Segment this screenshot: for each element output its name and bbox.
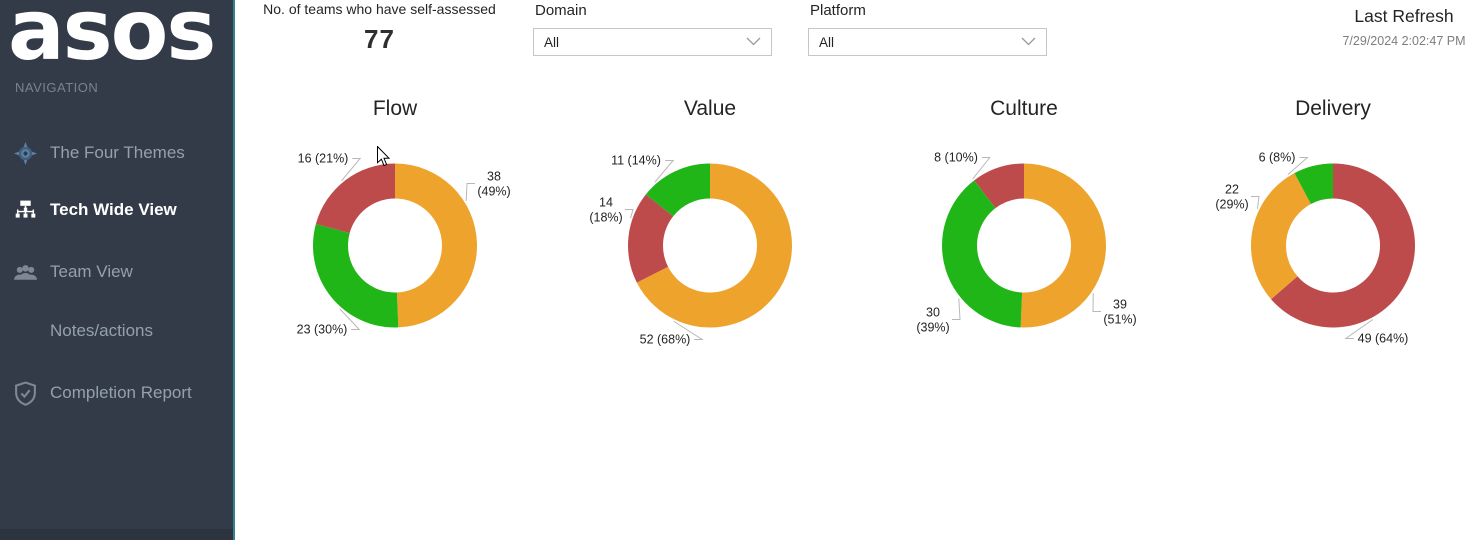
chart-flow: Flow 38 (49%) 23 (30%) 16 (21%) [239,96,551,363]
metric-label: No. of teams who have self-assessed [263,1,496,17]
donut-flow: 38(49%) 23 (30%) 16 (21%) [297,152,511,337]
sidebar-item-completion-report[interactable]: Completion Report [12,375,230,411]
slice-red[interactable] [628,194,674,283]
slice-label: (29%) [1215,198,1248,212]
slice-red[interactable] [315,163,395,234]
slice-red[interactable] [1271,163,1415,328]
teams-self-assessed-card: No. of teams who have self-assessed 77 [262,1,497,55]
label-leader-line [654,160,675,183]
sidebar-item-notes-actions[interactable]: Notes/actions [12,313,230,349]
label-leader-line [339,308,361,330]
chevron-down-icon [746,33,761,51]
slice-label: 14 [599,196,613,210]
donut-culture: 39(51%) 30(39%) 8 (10%) [916,151,1136,335]
label-leader-line [972,157,991,180]
chart-title: Flow [372,97,418,120]
domain-filter-label: Domain [535,2,587,19]
label-leader-line [673,320,704,340]
sidebar-item-label: Tech Wide View [50,200,177,219]
donut-value: 52 (68%) 14(18%) 11 (14%) [589,154,792,347]
slice-green[interactable] [312,224,399,328]
sidebar-item-the-four-themes[interactable]: The Four Themes [12,135,230,171]
four-themes-compass-icon [12,140,38,166]
label-leader-line [341,158,362,182]
slice-orange[interactable] [1251,173,1311,300]
org-chart-icon [12,197,38,223]
slice-label: (49%) [477,185,510,199]
shield-check-icon [12,380,38,406]
chart-delivery: Delivery 49 (64%) 22 (29%) 6 (8%) [1177,96,1479,363]
slice-label: 16 (21%) [298,152,349,166]
last-refresh-timestamp: 7/29/2024 2:02:47 PM [1342,34,1466,48]
platform-dropdown[interactable]: All [808,28,1047,56]
label-leader-line [465,183,475,201]
label-leader-line [1251,196,1260,209]
sidebar-bottom-strip [0,529,233,540]
slice-label: (51%) [1103,313,1136,327]
slice-label: 52 (68%) [640,333,691,347]
domain-filter: Domain All [533,2,772,56]
chart-value: Value 52 (68%) 14 (18%) 11 (14%) [554,96,866,363]
sidebar-item-tech-wide-view[interactable]: Tech Wide View [12,192,230,228]
slice-label: 8 (10%) [934,151,978,165]
slice-green[interactable] [645,163,710,217]
chart-title: Value [683,97,737,120]
platform-filter-label: Platform [810,2,866,19]
label-leader-line [1287,157,1309,176]
label-leader-line [625,209,634,219]
platform-filter: Platform All [808,2,1047,56]
platform-dropdown-value: All [819,34,835,50]
slice-label: 38 [487,170,501,184]
domain-dropdown-value: All [544,34,560,50]
sidebar-item-label: Team View [50,262,133,281]
slice-red[interactable] [974,163,1024,209]
sidebar-item-label: The Four Themes [50,143,185,162]
domain-dropdown[interactable]: All [533,28,772,56]
slice-label: 39 [1113,298,1127,312]
slice-label: 23 (30%) [297,323,348,337]
no-icon [12,318,38,344]
sidebar: asos NAVIGATION The Four Themes Tech Wid… [0,0,235,540]
sidebar-item-team-view[interactable]: Team View [12,254,230,290]
slice-label: 6 (8%) [1259,151,1296,165]
slice-orange[interactable] [636,163,792,328]
slice-label: 49 (64%) [1358,332,1409,346]
slice-green[interactable] [942,180,1023,328]
chart-culture: Culture 39 (51%) 30 (39%) 8 (10%) [868,96,1180,363]
label-leader-line [952,298,961,320]
asos-logo: asos [8,0,216,79]
sidebar-item-label: Notes/actions [50,321,153,340]
sidebar-item-label: Completion Report [50,383,192,402]
slice-label: (18%) [589,211,622,225]
chart-title: Delivery [1295,97,1371,120]
slice-label: 30 [926,306,940,320]
slice-label: 11 (14%) [611,154,661,168]
slice-label: 22 [1225,183,1239,197]
team-users-icon [12,259,38,285]
slice-green[interactable] [1294,163,1333,205]
metric-value: 77 [364,24,395,54]
donut-delivery: 49 (64%) 22(29%) 6 (8%) [1215,151,1415,346]
label-leader-line [1092,293,1101,312]
label-leader-line [1344,319,1374,339]
navigation-section-label: NAVIGATION [15,80,99,95]
slice-label: (39%) [916,321,949,335]
slice-orange[interactable] [395,163,477,328]
last-refresh: Last Refresh 7/29/2024 2:02:47 PM [1330,6,1478,48]
last-refresh-label: Last Refresh [1354,6,1454,26]
chevron-down-icon [1021,33,1036,51]
chart-title: Culture [990,97,1058,120]
slice-orange[interactable] [1020,163,1107,328]
